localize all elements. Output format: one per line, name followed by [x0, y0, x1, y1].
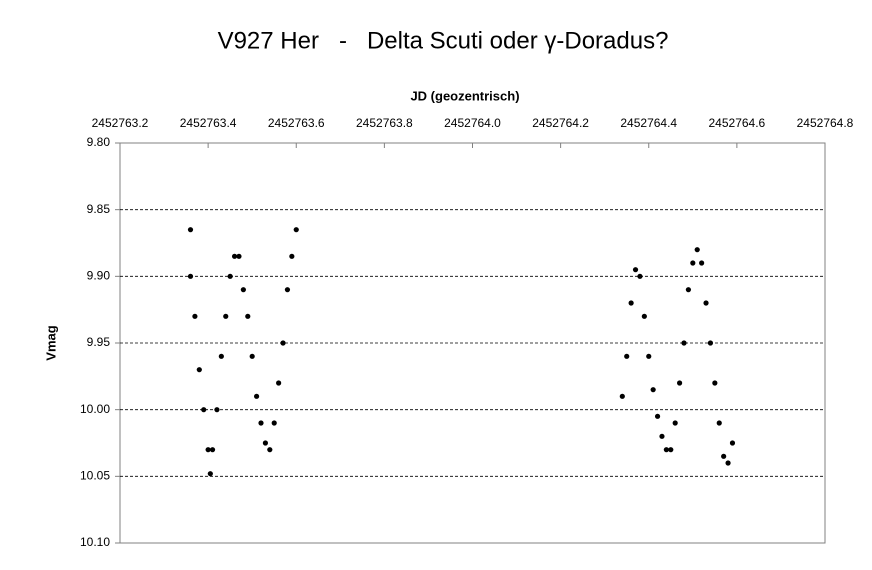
x-tick-label: 2452764.4 [620, 116, 677, 130]
data-point [187, 273, 194, 279]
data-point [280, 340, 286, 346]
data-point [641, 313, 647, 319]
data-point [712, 380, 718, 386]
data-point [624, 353, 630, 359]
data-point [716, 420, 722, 426]
data-point [227, 273, 233, 279]
data-point [707, 340, 714, 346]
data-point [209, 447, 216, 453]
data-point [267, 447, 273, 453]
data-point [663, 447, 669, 453]
data-point [699, 260, 705, 266]
data-point [668, 447, 674, 453]
data-point [672, 420, 678, 426]
y-tick-label: 9.95 [87, 335, 111, 349]
y-tick-label: 9.80 [87, 135, 111, 149]
x-tick-label: 2452764.0 [444, 116, 501, 130]
y-axis-title: Vmag [43, 325, 58, 360]
data-point [196, 367, 202, 373]
data-point [690, 260, 696, 266]
data-point [694, 247, 700, 253]
data-point [187, 227, 194, 233]
chart-title: V927 Her - Delta Scuti oder γ-Doradus? [218, 27, 669, 54]
data-point [725, 460, 731, 466]
y-tick-label: 9.85 [87, 202, 111, 216]
data-point [721, 453, 727, 459]
data-point [192, 313, 198, 319]
x-tick-label: 2452763.6 [268, 116, 325, 130]
data-point [676, 380, 683, 386]
data-point [646, 353, 652, 359]
data-point [685, 287, 692, 293]
y-tick-label: 10.05 [80, 469, 110, 483]
data-point [637, 273, 643, 279]
x-axis-title: JD (geozentrisch) [410, 88, 519, 103]
data-point [284, 287, 291, 293]
data-point [253, 393, 260, 399]
x-tick-label: 2452764.6 [709, 116, 766, 130]
y-tick-label: 10.00 [80, 402, 110, 416]
data-point [659, 433, 665, 439]
data-point [231, 253, 238, 259]
data-point [205, 447, 211, 453]
x-tick-label: 2452764.8 [797, 116, 854, 130]
data-point [207, 471, 213, 477]
data-point [289, 253, 295, 259]
data-point [650, 387, 656, 393]
y-tick-label: 10.10 [80, 535, 110, 549]
x-tick-label: 2452764.2 [532, 116, 589, 130]
data-point [703, 300, 709, 306]
x-tick-label: 2452763.8 [356, 116, 413, 130]
data-point [218, 353, 224, 359]
data-point [632, 267, 639, 273]
data-point [245, 313, 251, 319]
data-point [249, 353, 255, 359]
data-point [729, 440, 736, 446]
data-point [681, 340, 687, 346]
data-point [262, 440, 269, 446]
data-point [240, 287, 246, 293]
data-point [223, 313, 229, 319]
data-point [236, 253, 242, 259]
data-point [619, 393, 625, 399]
data-point [258, 420, 264, 426]
data-point [293, 227, 299, 233]
data-point [271, 420, 277, 426]
data-point [201, 407, 207, 413]
data-point [628, 300, 634, 306]
x-tick-label: 2452763.2 [92, 116, 149, 130]
data-point [214, 407, 220, 413]
x-tick-label: 2452763.4 [180, 116, 237, 130]
data-point [276, 380, 282, 386]
y-tick-label: 9.90 [87, 269, 111, 283]
data-point [654, 413, 661, 419]
